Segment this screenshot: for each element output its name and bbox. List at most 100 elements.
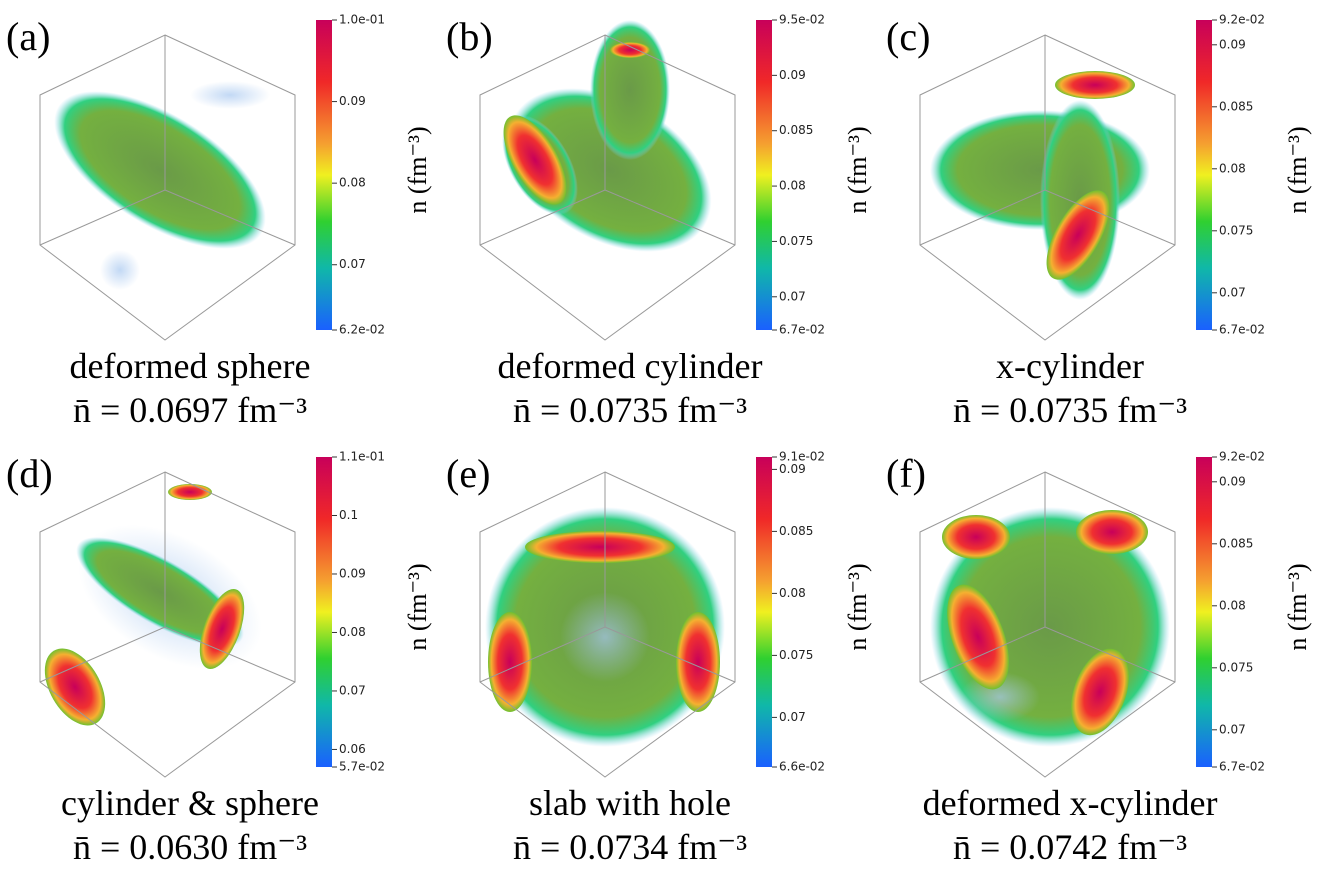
colorbar-tick-label: 6.2e-02 [339,323,385,337]
colorbar-tick-label: 0.1 [339,508,358,522]
panel: (d) 1.1e-01 0.1 0.09 0.08 0.07 0.06 5.7e-02 n (f… [6,450,432,868]
cube-outline [39,34,296,341]
colorbar-tick-label: 9.5e-02 [779,13,825,27]
panel-label: (a) [6,14,50,59]
colorbar [756,20,772,330]
colorbar-tick-label: 0.07 [339,683,366,697]
mean-density: n̄ = 0.0735 fm⁻³ [513,390,747,430]
cube-outline [919,471,1176,778]
colorbar-tick-label: 0.085 [779,123,813,137]
colorbar [1196,20,1212,330]
panel: (b) 9.5e-02 0.09 0.085 0.08 0.075 0.07 6.7e-02 n… [446,13,872,431]
cube-outline [39,471,296,778]
caption: deformed cylinder [498,346,763,386]
iso-surface [1071,648,1129,736]
caption: deformed x-cylinder [923,783,1218,823]
mean-density: n̄ = 0.0735 fm⁻³ [953,390,1187,430]
colorbar-title: n (fm⁻³) [1283,126,1312,213]
iso-surface [942,515,1010,559]
colorbar-tick-label: 0.08 [779,586,806,600]
cube-outline [479,34,736,341]
colorbar-tick-label: 9.2e-02 [1219,450,1265,464]
iso-surface [54,91,266,249]
colorbar-tick-label: 6.7e-02 [1219,760,1265,774]
mean-density: n̄ = 0.0697 fm⁻³ [73,390,307,430]
iso-surface [100,250,140,290]
colorbar-tick-label: 0.08 [779,179,806,193]
colorbar-tick-label: 0.09 [779,462,806,476]
colorbar-tick-label: 0.07 [779,289,806,303]
iso-surface [676,612,720,712]
colorbar-tick-label: 0.07 [1219,722,1246,736]
colorbar-tick-label: 0.075 [779,234,813,248]
panel-label: (e) [446,451,490,496]
panel-label: (c) [886,14,930,59]
cube-outline [919,34,1176,341]
mean-density: n̄ = 0.0734 fm⁻³ [513,827,747,867]
colorbar-tick-label: 6.6e-02 [779,760,825,774]
colorbar-tick-label: 0.085 [779,524,813,538]
iso-surface [190,81,270,109]
colorbar-tick-label: 0.07 [1219,285,1246,299]
panel-label: (d) [6,451,53,496]
colorbar-tick-label: 0.085 [1219,536,1253,550]
colorbar-tick-label: 0.07 [779,710,806,724]
iso-surface [610,42,650,58]
iso-surface [44,648,106,726]
panel: (e) 9.1e-020.09 0.085 0.08 0.075 0.07 6.6e-02 n… [446,450,872,868]
colorbar-title: n (fm⁻³) [1283,563,1312,650]
mean-density: n̄ = 0.0742 fm⁻³ [953,827,1187,867]
iso-surface [590,20,670,160]
colorbar-tick-label: 6.7e-02 [1219,323,1265,337]
colorbar-tick-label: 0.075 [1219,660,1253,674]
mean-density: n̄ = 0.0630 fm⁻³ [73,827,307,867]
colorbar-tick-label: 0.07 [339,257,366,271]
colorbar-tick-label: 6.7e-02 [779,323,825,337]
colorbar-tick-label: 0.09 [339,566,366,580]
iso-surface [1055,71,1135,99]
colorbar-tick-label: 0.09 [1219,474,1246,488]
panel: (a) 1.0e-01 0.09 0.08 0.07 6.2e-02 n (fm⁻³) def… [6,13,432,431]
colorbar [1196,457,1212,767]
colorbar-tick-label: 0.09 [779,68,806,82]
colorbar-tick-label: 0.075 [779,648,813,662]
iso-surface [560,592,650,682]
colorbar-tick-label: 1.1e-01 [339,450,385,464]
panel-label: (b) [446,14,493,59]
colorbar-tick-label: 5.7e-02 [339,760,385,774]
colorbar-tick-label: 0.06 [339,742,366,756]
iso-surface [199,589,245,669]
colorbar-title: n (fm⁻³) [403,126,432,213]
colorbar [756,457,772,767]
iso-surface [525,531,675,563]
colorbar-title: n (fm⁻³) [403,563,432,650]
colorbar-title: n (fm⁻³) [843,563,872,650]
iso-surface [1076,510,1148,554]
colorbar-tick-label: 0.085 [1219,99,1253,113]
colorbar-tick-label: 9.1e-02 [779,450,825,464]
iso-surface [76,537,244,647]
caption: deformed sphere [70,346,311,386]
panel-label: (f) [886,451,926,496]
colorbar-tick-label: 0.08 [1219,598,1246,612]
cube-outline [479,471,736,778]
colorbar-tick-label: 0.09 [1219,37,1246,51]
colorbar-tick-label: 0.09 [339,94,366,108]
iso-surface [1046,190,1110,280]
iso-surface [503,115,567,205]
panel: (c) 9.2e-02 0.09 0.085 0.08 0.075 0.07 6.7e-02 n… [886,13,1312,431]
colorbar [316,457,332,767]
colorbar-tick-label: 0.08 [339,625,366,639]
colorbar-tick-label: 0.075 [1219,223,1253,237]
caption: cylinder & sphere [61,783,319,823]
colorbar-tick-label: 0.08 [339,176,366,190]
colorbar-title: n (fm⁻³) [843,126,872,213]
iso-surface [488,612,532,712]
colorbar-tick-label: 1.0e-01 [339,13,385,27]
panel: (f) 9.2e-02 0.09 0.085 0.08 0.075 0.07 6.7e-02 n… [886,450,1312,868]
colorbar-tick-label: 0.08 [1219,161,1246,175]
colorbar [316,20,332,330]
caption: x-cylinder [996,346,1144,386]
colorbar-tick-label: 9.2e-02 [1219,13,1265,27]
